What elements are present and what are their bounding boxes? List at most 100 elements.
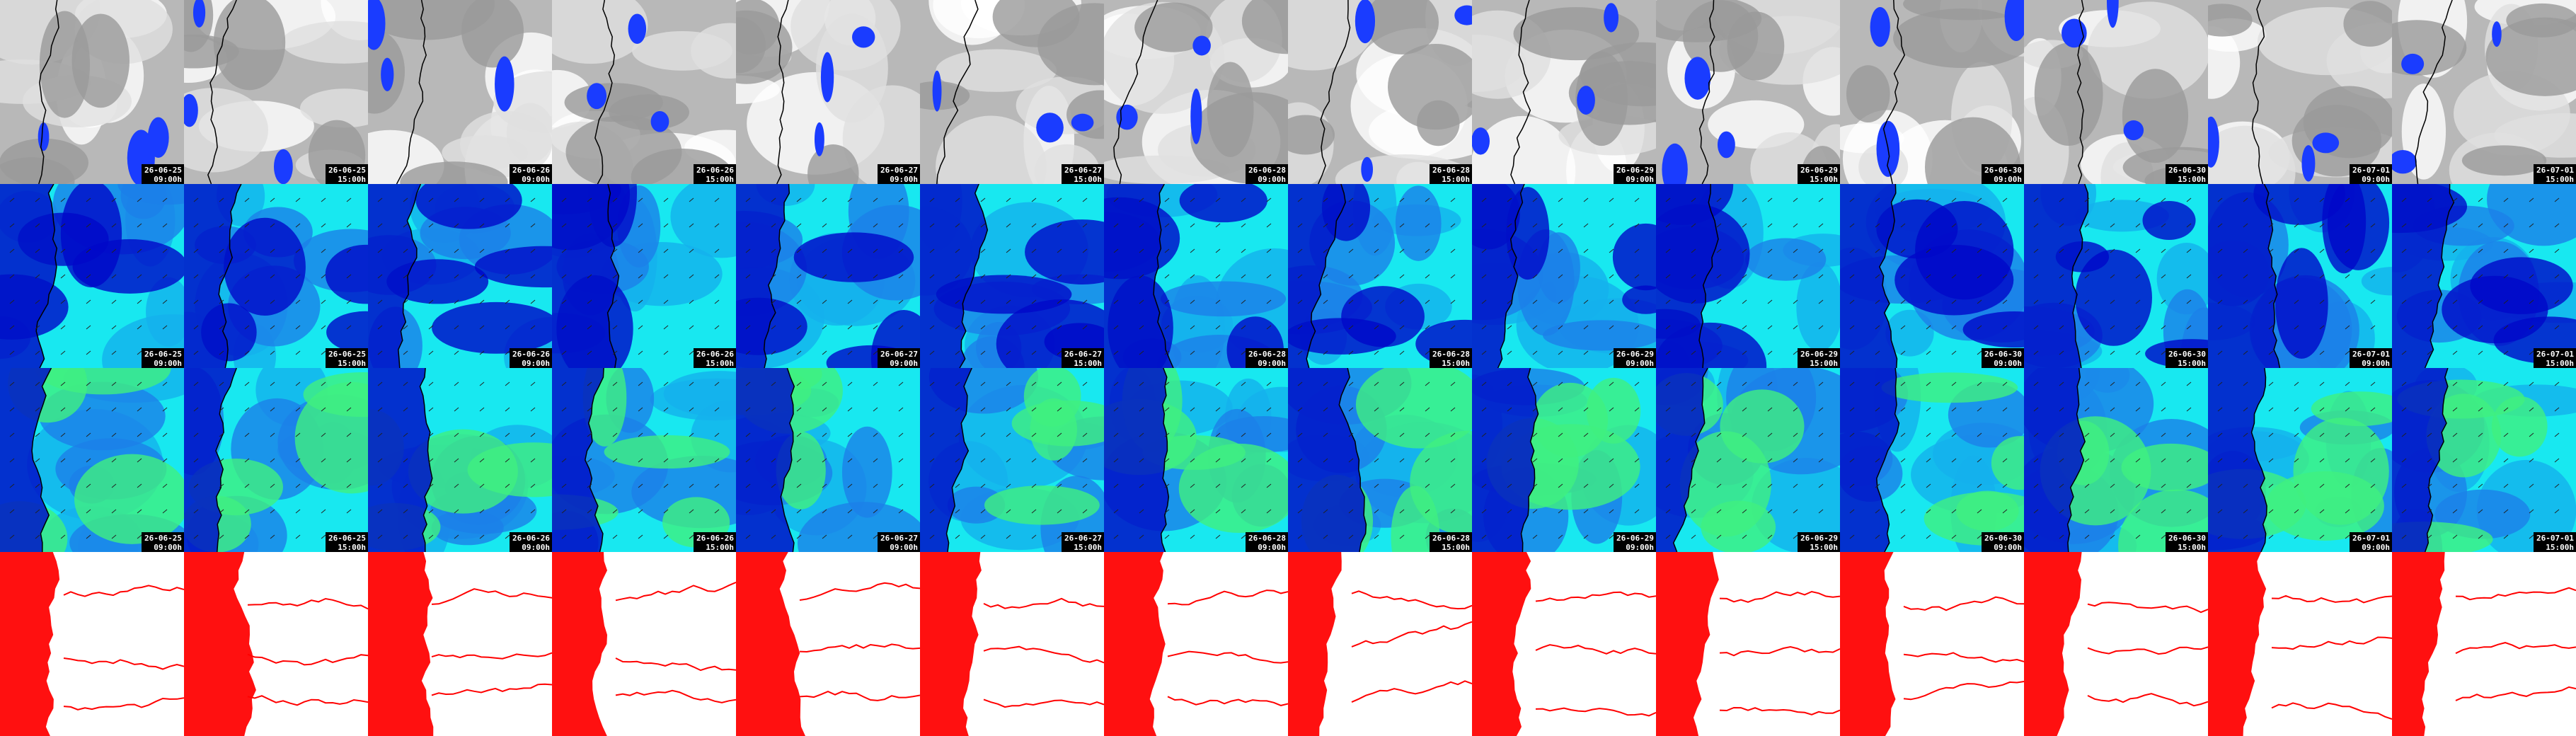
- wind-arrow: [1297, 509, 1303, 514]
- wind-arrow: [403, 407, 408, 412]
- wind-arrow: [270, 483, 275, 488]
- wind-arrow: [219, 458, 224, 463]
- wind-arrow: [1849, 458, 1855, 463]
- wind-arrow: [1057, 325, 1062, 330]
- wind-arrow: [1481, 509, 1487, 514]
- wind-arrow: [2401, 483, 2407, 488]
- wind-arrow: [1113, 197, 1119, 202]
- wind-arrow: [2345, 534, 2350, 539]
- date-label: 26-06-25: [328, 534, 366, 543]
- land-area: [1288, 184, 1346, 368]
- wind-arrow: [2478, 350, 2483, 355]
- wind-arrow: [295, 274, 301, 279]
- wind-arrow: [1082, 458, 1088, 463]
- wind-arrow: [2110, 381, 2115, 386]
- wind-arrow: [1113, 248, 1119, 253]
- label-box: [694, 164, 736, 184]
- wind-arrow: [1793, 223, 1798, 228]
- wind-arrow: [1583, 381, 1589, 386]
- wind-arrow: [771, 381, 776, 386]
- field-area: [2122, 69, 2189, 163]
- wind-arrow: [714, 483, 720, 488]
- wind-arrow: [822, 509, 827, 514]
- contour-line: [615, 657, 736, 672]
- wind-arrow: [1609, 458, 1614, 463]
- contour-line: [1535, 591, 1656, 602]
- coastline: [585, 368, 604, 552]
- coastline: [31, 368, 52, 552]
- wind-arrow: [1031, 325, 1037, 330]
- wind-arrow: [822, 432, 827, 437]
- wind-arrow: [479, 325, 485, 330]
- wind-arrow: [1900, 381, 1906, 386]
- wind-arrow: [980, 534, 986, 539]
- contour-line: [1903, 652, 2024, 663]
- wind-arrow: [1266, 432, 1272, 437]
- wind-arrow: [663, 483, 669, 488]
- wind-arrow: [321, 299, 326, 304]
- wind-arrow: [111, 534, 117, 539]
- wind-arrow: [1374, 458, 1379, 463]
- wind-arrow: [403, 325, 408, 330]
- coastline: [2424, 368, 2449, 552]
- wind-arrow: [980, 325, 986, 330]
- wind-arrow: [193, 381, 199, 386]
- map-tile: [1104, 552, 1288, 736]
- contour-line: [2087, 693, 2208, 707]
- wind-arrow: [2427, 407, 2432, 412]
- wind-arrow: [60, 197, 66, 202]
- label-box: [1614, 348, 1656, 368]
- wind-arrow: [2503, 509, 2509, 514]
- wind-arrow: [1793, 407, 1798, 412]
- wind-arrow: [321, 325, 326, 330]
- contour-line: [1351, 680, 1472, 703]
- wind-arrow: [1190, 223, 1195, 228]
- land-area: [2208, 184, 2280, 368]
- wind-arrow: [530, 381, 536, 386]
- wind-arrow: [1323, 350, 1328, 355]
- wind-arrow: [1374, 274, 1379, 279]
- wind-arrow: [2370, 458, 2376, 463]
- wind-arrow: [1609, 381, 1614, 386]
- wind-arrow: [745, 534, 751, 539]
- date-label: 26-06-30: [2168, 350, 2206, 359]
- field-area: [415, 184, 522, 229]
- wind-arrow: [2084, 350, 2090, 355]
- wind-arrow: [111, 223, 117, 228]
- label-box: [878, 348, 920, 368]
- wind-arrow: [745, 483, 751, 488]
- land-area: [0, 184, 57, 368]
- date-label: 26-06-28: [1248, 166, 1286, 175]
- field-area: [1501, 424, 1640, 510]
- wind-arrow: [1450, 197, 1456, 202]
- wind-arrow: [1900, 350, 1906, 355]
- wind-arrow: [587, 483, 592, 488]
- wind-arrow: [1164, 509, 1170, 514]
- wind-arrow: [2084, 432, 2090, 437]
- wind-arrow: [454, 299, 459, 304]
- wind-arrow: [1583, 509, 1589, 514]
- wind-arrow: [873, 458, 878, 463]
- wind-arrow: [2217, 483, 2223, 488]
- wind-arrow: [1241, 197, 1246, 202]
- wind-arrow: [60, 432, 66, 437]
- wind-arrow: [1241, 350, 1246, 355]
- wind-arrow: [1977, 350, 1982, 355]
- wind-arrow: [1450, 299, 1456, 304]
- precip-area: [1662, 143, 1688, 184]
- wind-arrow: [587, 509, 592, 514]
- wind-arrow: [847, 381, 853, 386]
- wind-arrow: [2243, 325, 2248, 330]
- wind-arrow: [60, 350, 66, 355]
- wind-arrow: [270, 458, 275, 463]
- wind-arrow: [2345, 432, 2350, 437]
- wind-arrow: [1951, 350, 1957, 355]
- wind-arrow: [745, 509, 751, 514]
- wind-arrow: [2033, 432, 2039, 437]
- wind-arrow: [587, 223, 592, 228]
- wind-arrow: [2033, 248, 2039, 253]
- label-box: [694, 348, 736, 368]
- contour-line: [1535, 707, 1656, 717]
- wind-arrow: [1323, 274, 1328, 279]
